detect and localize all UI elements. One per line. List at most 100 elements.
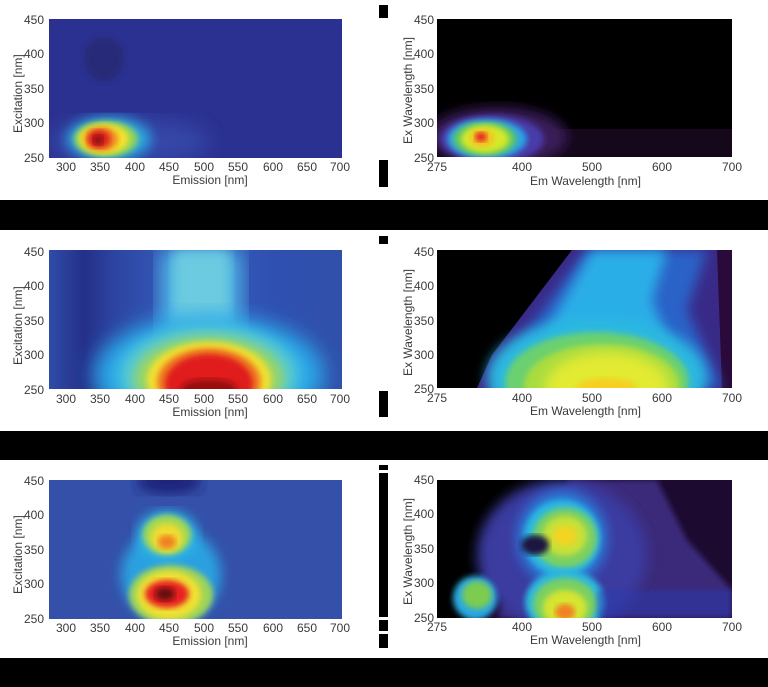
y-tick: 450 xyxy=(23,474,44,488)
y-tick: 400 xyxy=(23,47,44,61)
y-tick: 350 xyxy=(23,82,44,96)
x-tick: 600 xyxy=(262,621,284,635)
x-axis-label: Em Wavelength [nm] xyxy=(530,174,641,188)
x-tick: 400 xyxy=(511,391,533,405)
x-tick: 500 xyxy=(193,392,215,406)
redaction-mark xyxy=(379,236,388,244)
x-tick: 650 xyxy=(296,392,318,406)
redaction-mark xyxy=(379,620,388,631)
x-tick: 550 xyxy=(227,160,249,174)
y-tick: 350 xyxy=(23,543,44,557)
y-tick: 250 xyxy=(23,612,44,626)
heatmap-plot xyxy=(49,250,342,389)
x-tick: 350 xyxy=(89,621,111,635)
redaction-mark xyxy=(379,634,388,648)
x-tick: 450 xyxy=(158,392,180,406)
x-tick: 600 xyxy=(651,160,673,174)
heatmap-plot xyxy=(437,250,732,388)
heatmap-plot xyxy=(49,480,342,619)
heatmap-plot xyxy=(437,480,732,618)
y-tick: 300 xyxy=(23,116,44,130)
x-tick: 600 xyxy=(651,620,673,634)
y-tick: 300 xyxy=(413,116,434,130)
x-tick: 600 xyxy=(262,160,284,174)
y-axis-label: Ex Wavelength [nm] xyxy=(401,37,415,144)
redaction-mark xyxy=(379,473,388,617)
x-tick: 550 xyxy=(227,621,249,635)
y-tick: 400 xyxy=(413,279,434,293)
x-tick: 450 xyxy=(158,160,180,174)
heatmap-plot xyxy=(49,19,342,158)
x-tick: 650 xyxy=(296,621,318,635)
y-axis-label: Ex Wavelength [nm] xyxy=(401,269,415,376)
x-axis-label: Em Wavelength [nm] xyxy=(530,633,641,647)
x-axis-label: Em Wavelength [nm] xyxy=(530,404,641,418)
y-tick: 400 xyxy=(23,508,44,522)
heatmap-plot xyxy=(437,19,732,157)
y-tick: 450 xyxy=(23,245,44,259)
x-tick: 350 xyxy=(89,392,111,406)
x-tick: 650 xyxy=(296,160,318,174)
x-tick: 275 xyxy=(426,391,448,405)
x-tick: 300 xyxy=(55,392,77,406)
x-tick: 600 xyxy=(651,391,673,405)
y-tick: 450 xyxy=(413,13,434,27)
x-tick: 700 xyxy=(329,392,351,406)
x-axis-label: Emission [nm] xyxy=(172,173,248,187)
y-tick: 400 xyxy=(413,47,434,61)
x-axis-label: Emission [nm] xyxy=(172,634,248,648)
x-tick: 400 xyxy=(124,621,146,635)
x-tick: 700 xyxy=(721,620,743,634)
x-tick: 700 xyxy=(329,160,351,174)
y-axis-label: Ex Wavelength [nm] xyxy=(401,498,415,605)
x-tick: 400 xyxy=(511,620,533,634)
x-tick: 400 xyxy=(511,160,533,174)
x-tick: 550 xyxy=(227,392,249,406)
y-tick: 450 xyxy=(413,245,434,259)
x-tick: 400 xyxy=(124,392,146,406)
x-tick: 500 xyxy=(581,160,603,174)
y-tick: 450 xyxy=(413,473,434,487)
x-tick: 275 xyxy=(426,160,448,174)
x-tick: 300 xyxy=(55,621,77,635)
redaction-mark xyxy=(379,160,388,187)
x-tick: 500 xyxy=(193,621,215,635)
y-tick: 300 xyxy=(23,348,44,362)
y-tick: 400 xyxy=(23,279,44,293)
y-tick: 250 xyxy=(413,151,434,165)
x-tick: 500 xyxy=(581,391,603,405)
x-tick: 450 xyxy=(158,621,180,635)
redaction-mark xyxy=(379,5,388,18)
x-tick: 700 xyxy=(721,160,743,174)
y-tick: 350 xyxy=(413,82,434,96)
x-tick: 700 xyxy=(329,621,351,635)
y-axis-label: Excitation [nm] xyxy=(11,286,25,365)
y-tick: 250 xyxy=(23,151,44,165)
y-tick: 300 xyxy=(23,577,44,591)
x-tick: 700 xyxy=(721,391,743,405)
x-tick: 500 xyxy=(581,620,603,634)
x-tick: 300 xyxy=(55,160,77,174)
y-axis-label: Excitation [nm] xyxy=(11,515,25,594)
redaction-mark xyxy=(379,391,388,417)
y-axis-label: Excitation [nm] xyxy=(11,54,25,133)
x-tick: 275 xyxy=(426,620,448,634)
y-tick: 300 xyxy=(413,576,434,590)
x-tick: 500 xyxy=(193,160,215,174)
y-tick: 350 xyxy=(413,542,434,556)
redaction-mark xyxy=(379,465,388,470)
y-tick: 250 xyxy=(413,611,434,625)
y-tick: 250 xyxy=(413,382,434,396)
y-tick: 350 xyxy=(413,314,434,328)
x-tick: 350 xyxy=(89,160,111,174)
x-tick: 600 xyxy=(262,392,284,406)
redaction-bar-1 xyxy=(0,200,768,230)
redaction-bar-2 xyxy=(0,431,768,460)
y-tick: 350 xyxy=(23,314,44,328)
y-tick: 250 xyxy=(23,383,44,397)
y-tick: 450 xyxy=(23,13,44,27)
y-tick: 300 xyxy=(413,348,434,362)
y-tick: 400 xyxy=(413,507,434,521)
x-axis-label: Emission [nm] xyxy=(172,405,248,419)
x-tick: 400 xyxy=(124,160,146,174)
